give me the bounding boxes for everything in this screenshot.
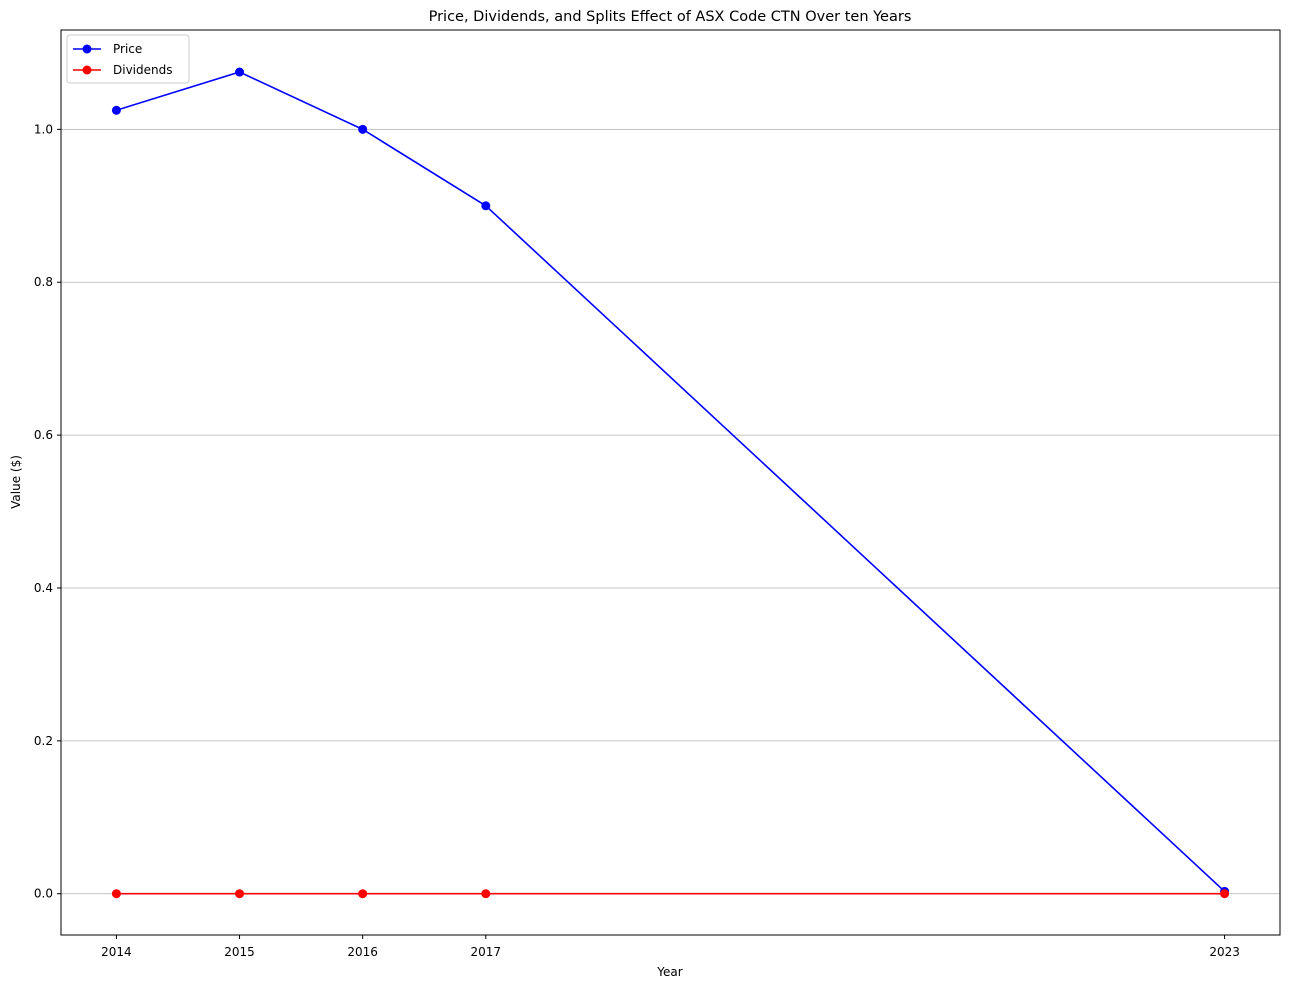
y-tick-label: 0.8 [34,275,53,289]
y-axis-label: Value ($) [9,455,23,509]
y-tick-label: 0.2 [34,734,53,748]
series-layer [111,67,1230,899]
data-point-price [235,67,245,77]
legend-label-price: Price [113,42,142,56]
y-tick-label: 0.6 [34,428,53,442]
data-point-dividends [481,889,491,899]
data-point-dividends [235,889,245,899]
data-point-dividends [358,889,368,899]
x-axis-label: Year [656,965,682,979]
plot-frame [60,29,1281,936]
data-point-price [358,124,368,134]
y-tick-label: 1.0 [34,122,53,136]
legend-marker-price [82,44,92,54]
legend-label-dividends: Dividends [113,63,172,77]
y-axis: 0.0 0.2 0.4 0.6 0.8 1.0 [34,122,61,901]
legend: Price Dividends [66,34,190,84]
data-point-price [481,201,491,211]
y-tick-label: 0.0 [34,887,53,901]
x-tick-label: 2023 [1209,945,1240,959]
data-point-dividends [111,889,121,899]
data-point-price [111,105,121,115]
x-tick-label: 2015 [224,945,255,959]
x-tick-label: 2014 [101,945,132,959]
series-line-price [116,71,1226,893]
data-point-dividends [1220,889,1230,899]
legend-box [66,34,190,84]
x-tick-label: 2017 [471,945,502,959]
x-tick-label: 2016 [347,945,378,959]
y-tick-label: 0.4 [34,581,53,595]
chart-title: Price, Dividends, and Splits Effect of A… [429,9,912,25]
x-axis: 2014 2015 2016 2017 2023 [101,935,1240,959]
legend-marker-dividends [82,65,92,75]
grid [61,128,1280,895]
